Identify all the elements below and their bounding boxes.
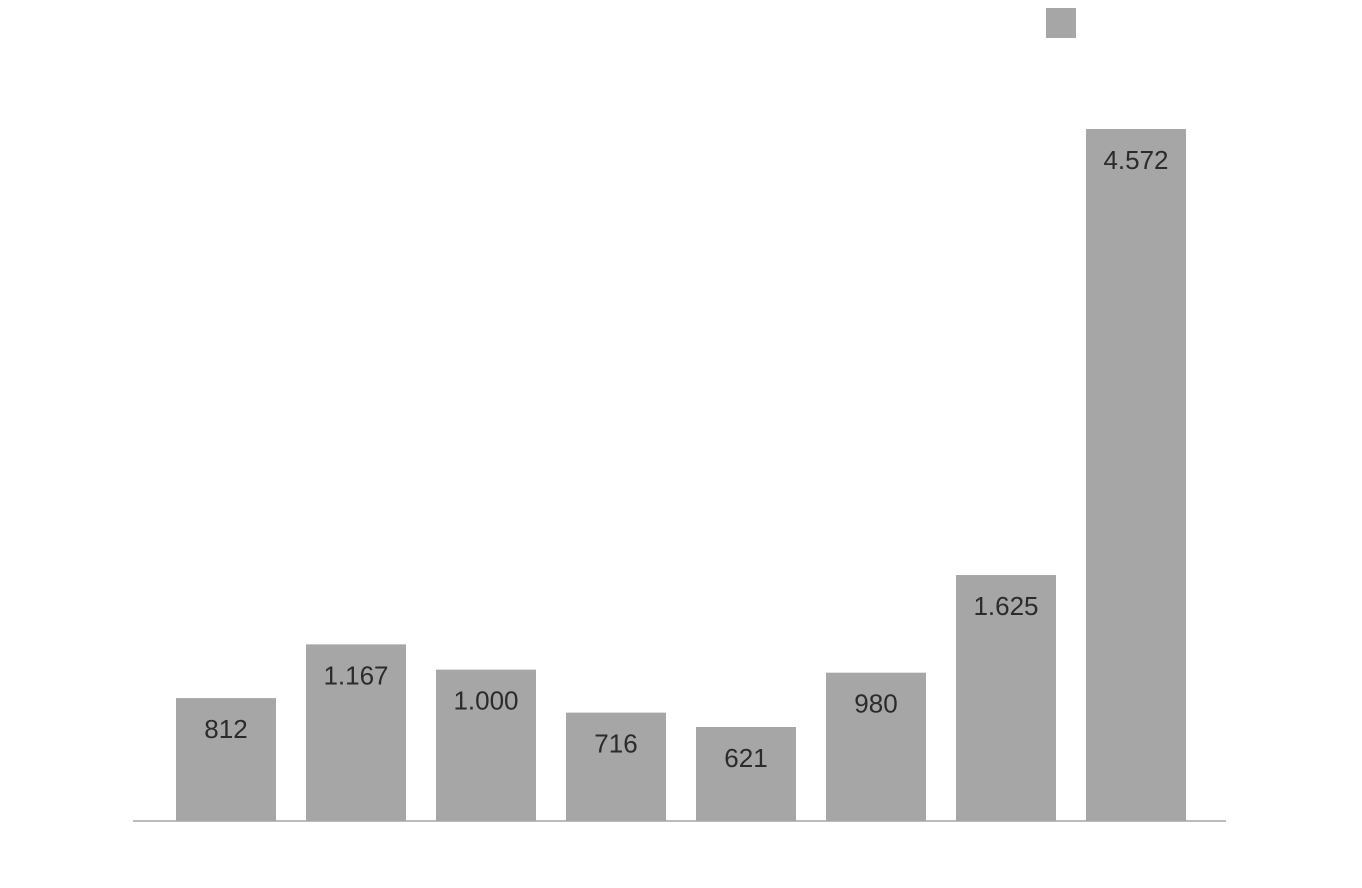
bar-6 — [826, 672, 926, 821]
bar-value-label-1: 812 — [204, 714, 247, 744]
bar-3 — [436, 669, 536, 821]
legend-swatch — [1046, 8, 1076, 38]
bar-4 — [566, 712, 666, 821]
bar-5 — [696, 727, 796, 821]
bar-1 — [176, 698, 276, 821]
bar-value-label-3: 1.000 — [453, 686, 518, 716]
bar-value-label-2: 1.167 — [323, 660, 388, 690]
bar-value-label-7: 1.625 — [973, 591, 1038, 621]
bar-value-label-4: 716 — [594, 729, 637, 759]
bar-2 — [306, 644, 406, 821]
legend — [1046, 8, 1076, 38]
bar-value-label-5: 621 — [724, 743, 767, 773]
bar-value-label-8: 4.572 — [1103, 145, 1168, 175]
bar-7 — [956, 575, 1056, 821]
bar-value-label-6: 980 — [854, 689, 897, 719]
bar-8 — [1086, 129, 1186, 821]
bars-group — [176, 129, 1186, 821]
data-labels-group: 812 1.167 1.000 716 621 980 1.625 4.572 — [204, 145, 1168, 773]
